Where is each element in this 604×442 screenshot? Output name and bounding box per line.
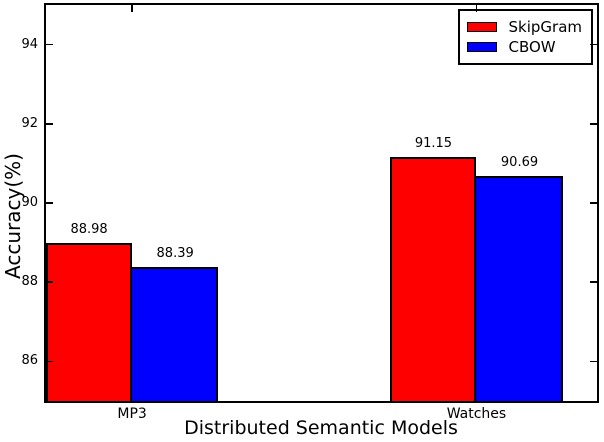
x-tick-mark	[131, 5, 133, 12]
y-tick-mark	[46, 281, 53, 283]
y-tick-label: 90	[21, 195, 38, 210]
y-tick-mark	[590, 43, 597, 46]
y-tick-label: 88	[21, 274, 38, 290]
legend-label-cbow: CBOW	[508, 38, 556, 56]
y-tick-label: 94	[21, 36, 38, 52]
y-tick-label: 86	[21, 353, 38, 369]
x-tick-mark	[475, 5, 478, 12]
x-tick-label: MP3	[117, 406, 147, 422]
bar-skipgram-mp3	[46, 243, 133, 401]
plot-area: SkipGram CBOW 88.98 91.15 88.39 90.69	[44, 3, 599, 403]
x-tick-label: Watches	[446, 406, 507, 422]
bar-value-label: 90.69	[500, 154, 539, 170]
bar-cbow-mp3	[132, 266, 219, 401]
x-axis-label: Distributed Semantic Models	[184, 417, 458, 439]
y-tick-mark	[590, 202, 597, 204]
legend-swatch-red-icon	[466, 22, 497, 32]
y-tick-mark	[590, 360, 597, 363]
bar-cbow-watches	[476, 175, 563, 401]
bar-value-label: 88.98	[70, 222, 108, 238]
legend-label-skipgram: SkipGram	[508, 18, 583, 36]
y-tick-mark	[590, 123, 597, 125]
bar-value-label: 88.39	[156, 245, 194, 261]
bar-value-label: 91.15	[414, 136, 453, 152]
y-tick-mark	[46, 202, 53, 204]
y-tick-mark	[46, 360, 53, 363]
legend-box: SkipGram CBOW	[457, 9, 593, 65]
y-axis-label: Accuracy(%)	[1, 153, 25, 279]
y-tick-mark	[46, 123, 53, 125]
legend-swatch-blue-icon	[466, 42, 497, 52]
legend-item-cbow: CBOW	[466, 37, 583, 57]
bar-skipgram-watches	[390, 157, 477, 401]
legend-item-skipgram: SkipGram	[466, 17, 583, 37]
y-tick-label: 92	[21, 115, 38, 131]
y-tick-mark	[590, 281, 597, 283]
y-tick-mark	[46, 43, 53, 46]
